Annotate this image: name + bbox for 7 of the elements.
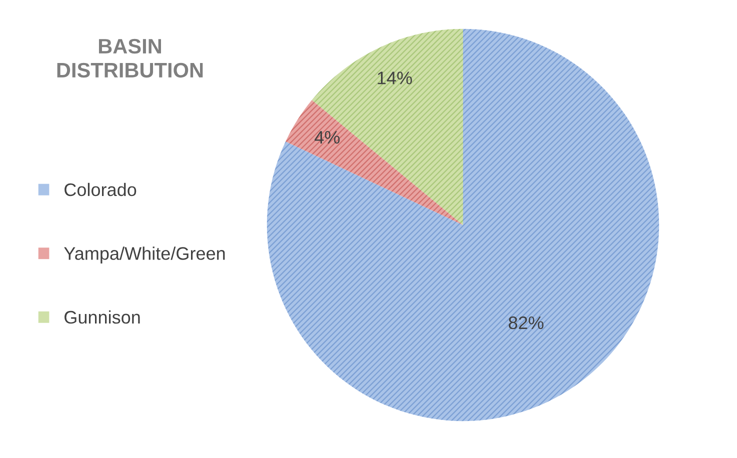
data-label: 82% [508,316,544,330]
legend-label: Yampa/White/Green [64,246,225,264]
data-label: 14% [378,72,412,84]
legend-label: Gunnison [64,310,140,324]
text: BASIN DISTRIBUTION [57,38,203,78]
data-label: 4% [314,130,340,144]
legend-label: Colorado [64,182,136,196]
